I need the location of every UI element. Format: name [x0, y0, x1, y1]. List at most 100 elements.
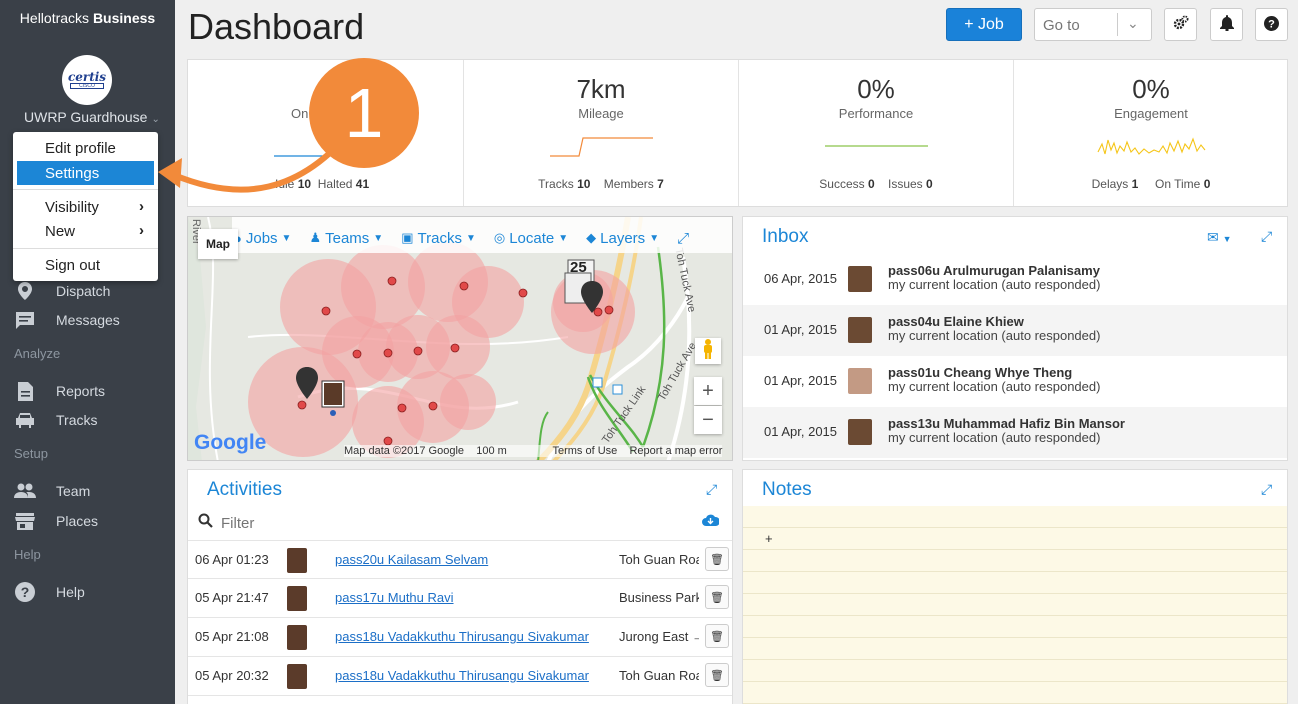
- chevron-down-icon[interactable]: ⌄: [1127, 15, 1139, 31]
- chevron-down-icon: ▼: [558, 232, 569, 244]
- goto-select[interactable]: ⌄: [1034, 8, 1152, 41]
- sidebar-item-dispatch[interactable]: Dispatch: [14, 279, 110, 303]
- map-expand-button[interactable]: ⤢: [677, 230, 689, 247]
- avatar: [848, 419, 872, 445]
- sidebar-item-team[interactable]: Team: [14, 479, 90, 503]
- stat-footer-label: Members: [603, 177, 654, 191]
- map-tool-jobs[interactable]: ●Jobs▼: [234, 230, 291, 247]
- inbox-message[interactable]: 01 Apr, 2015 pass13u Muhammad Hafiz Bin …: [743, 407, 1287, 458]
- map-pin[interactable]: [296, 367, 318, 399]
- menu-item-settings[interactable]: Settings: [17, 161, 154, 185]
- message-text: my current location (auto responded): [888, 328, 1101, 343]
- inbox-message[interactable]: 01 Apr, 2015 pass04u Elaine Khiew my cur…: [743, 305, 1287, 356]
- stat-footer-label: On Time: [1155, 177, 1201, 191]
- add-note-button[interactable]: +: [765, 531, 773, 546]
- sidebar-item-tracks[interactable]: Tracks: [14, 408, 97, 432]
- map-panel[interactable]: 25 River Toh Tuck Ave Toh Tuck Ave Toh T…: [187, 216, 733, 461]
- stat-footer-label: Idle: [275, 177, 295, 191]
- inbox-message[interactable]: 06 Apr, 2015 pass06u Arulmurugan Palanis…: [743, 254, 1287, 305]
- delete-button[interactable]: 🗑: [705, 624, 729, 648]
- stat-footer-value: 10: [577, 177, 591, 191]
- street-view-button[interactable]: [695, 338, 721, 364]
- message-text: my current location (auto responded): [888, 277, 1101, 292]
- avatar: [287, 548, 307, 573]
- activities-filter[interactable]: [198, 512, 421, 534]
- notifications-button[interactable]: [1210, 8, 1243, 41]
- step-badge: 1: [309, 58, 419, 168]
- trash-icon: 🗑: [710, 630, 724, 643]
- activity-member-link[interactable]: pass18u Vadakkuthu Thirusangu Sivakumar: [335, 629, 589, 644]
- stat-footer-value: 1: [1131, 177, 1139, 191]
- menu-divider: [13, 189, 158, 190]
- map-tool-tracks[interactable]: ▣ Tracks ▼: [401, 230, 476, 247]
- cloud-download-icon[interactable]: [702, 514, 721, 532]
- activity-member-link[interactable]: pass20u Kailasam Selvam: [335, 552, 489, 567]
- map-attribution[interactable]: Map data ©2017 Google 100 m Terms of Use…: [344, 445, 723, 457]
- sidebar-item-places[interactable]: Places: [14, 509, 98, 533]
- pin-icon: [14, 282, 36, 300]
- org-switcher[interactable]: UWRP Guardhouse ⌄: [24, 109, 160, 125]
- map-tool-locate[interactable]: ◎ Locate ▼: [494, 230, 568, 247]
- delete-button[interactable]: 🗑: [705, 663, 729, 687]
- inbox-message[interactable]: 01 Apr, 2015 pass01u Cheang Whye Theng m…: [743, 356, 1287, 407]
- stat-performance[interactable]: 0% Performance Success 0 Issues 0: [739, 60, 1014, 206]
- stat-footer-value: 0: [867, 177, 875, 191]
- chevron-down-icon: ⌄: [151, 114, 160, 125]
- notes-title: Notes: [762, 479, 812, 500]
- stat-footer-label: Success: [819, 177, 865, 191]
- help-button[interactable]: ?: [1255, 8, 1288, 41]
- menu-item-edit-profile[interactable]: Edit profile: [17, 136, 154, 160]
- expand-icon[interactable]: ⤢: [1261, 228, 1273, 244]
- sidebar-item-label: Places: [56, 513, 99, 529]
- cluster-count[interactable]: 25: [570, 259, 587, 276]
- map-tool-teams[interactable]: ♟ Teams ▼: [309, 230, 383, 247]
- company-logo[interactable]: certis CISCO: [62, 55, 112, 105]
- activity-member-link[interactable]: pass17u Muthu Ravi: [335, 590, 454, 605]
- trash-icon: 🗑: [710, 553, 724, 566]
- menu-item-sign-out[interactable]: Sign out: [17, 253, 154, 277]
- stat-engagement[interactable]: 0% Engagement Delays 1 On Time 0: [1014, 60, 1288, 206]
- map-canvas[interactable]: [188, 217, 733, 461]
- layers-icon: ◆: [586, 230, 597, 245]
- sidebar: Hellotracks Business certis CISCO UWRP G…: [0, 0, 175, 704]
- activity-row[interactable]: 06 Apr 01:23 pass20u Kailasam Selvam Toh…: [188, 540, 732, 579]
- menu-item-new[interactable]: New ›: [17, 219, 154, 243]
- trash-icon: 🗑: [710, 591, 724, 604]
- chevron-down-icon: ▼: [373, 232, 384, 244]
- activity-member-link[interactable]: pass18u Vadakkuthu Thirusangu Sivakumar: [335, 668, 589, 683]
- activity-row[interactable]: 05 Apr 21:08 pass18u Vadakkuthu Thirusan…: [188, 618, 732, 657]
- sidebar-item-messages[interactable]: Messages: [14, 308, 120, 332]
- sidebar-item-reports[interactable]: Reports: [14, 379, 105, 403]
- map-tool-label: Tracks: [417, 229, 462, 247]
- chevron-down-icon: ▼: [649, 232, 660, 244]
- stat-mileage[interactable]: 7km Mileage Tracks 10 Members 7: [464, 60, 739, 206]
- map-tool-label: Layers: [600, 229, 646, 247]
- delete-button[interactable]: 🗑: [705, 585, 729, 609]
- map-tool-layers[interactable]: ◆ Layers ▼: [586, 230, 659, 247]
- expand-icon[interactable]: ⤢: [706, 481, 718, 497]
- org-name: UWRP Guardhouse: [24, 109, 148, 125]
- zoom-out-button[interactable]: −: [694, 406, 722, 434]
- activity-row[interactable]: 05 Apr 21:47 pass17u Muthu Ravi Business…: [188, 579, 732, 618]
- activity-row[interactable]: 05 Apr 20:32 pass18u Vadakkuthu Thirusan…: [188, 657, 732, 696]
- map-type-button[interactable]: Map: [198, 229, 238, 259]
- map-toolbar-bg: [232, 217, 732, 253]
- activities-panel: Activities ⤢ 06 Apr 01:23 pass20u Kailas…: [187, 469, 733, 704]
- notes-paper[interactable]: [743, 506, 1287, 704]
- delete-button[interactable]: 🗑: [705, 547, 729, 571]
- activity-place: Toh Guan Road: [619, 552, 699, 567]
- expand-icon[interactable]: ⤢: [1261, 481, 1273, 497]
- logo-subtext: CISCO: [70, 82, 104, 89]
- filter-input[interactable]: [221, 514, 421, 532]
- sidebar-item-help[interactable]: ? Help: [14, 580, 85, 604]
- add-job-button[interactable]: + Job: [946, 8, 1022, 41]
- zoom-in-button[interactable]: +: [694, 377, 722, 405]
- settings-gears-button[interactable]: [1164, 8, 1197, 41]
- stat-label: On: [291, 106, 309, 121]
- goto-input[interactable]: [1043, 15, 1113, 35]
- menu-item-label: Sign out: [45, 256, 101, 274]
- sidebar-item-label: Messages: [56, 312, 120, 328]
- google-logo: Google: [194, 431, 267, 454]
- mail-icon[interactable]: ✉ ▼: [1207, 229, 1232, 245]
- menu-item-visibility[interactable]: Visibility ›: [17, 195, 154, 219]
